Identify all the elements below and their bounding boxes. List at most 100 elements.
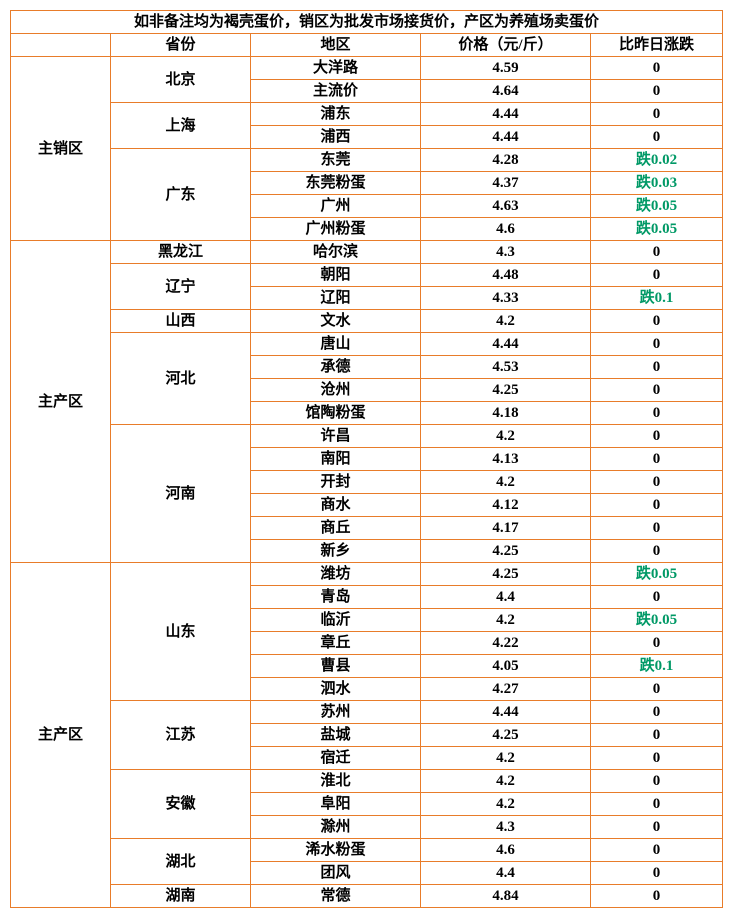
header-change: 比昨日涨跌 [591, 34, 723, 57]
province-cell: 湖南 [111, 885, 251, 908]
change-cell: 跌0.03 [591, 172, 723, 195]
change-cell: 跌0.05 [591, 563, 723, 586]
change-cell: 0 [591, 816, 723, 839]
price-cell: 4.3 [421, 241, 591, 264]
price-cell: 4.12 [421, 494, 591, 517]
province-cell: 河北 [111, 333, 251, 425]
change-cell: 0 [591, 494, 723, 517]
price-cell: 4.2 [421, 770, 591, 793]
change-cell: 0 [591, 724, 723, 747]
price-cell: 4.2 [421, 471, 591, 494]
region-cell: 宿迁 [251, 747, 421, 770]
change-cell: 0 [591, 471, 723, 494]
region-cell: 馆陶粉蛋 [251, 402, 421, 425]
table-row: 辽宁朝阳4.480 [11, 264, 723, 287]
price-cell: 4.63 [421, 195, 591, 218]
price-cell: 4.6 [421, 839, 591, 862]
region-cell: 浦东 [251, 103, 421, 126]
region-cell: 潍坊 [251, 563, 421, 586]
region-cell: 商水 [251, 494, 421, 517]
price-cell: 4.28 [421, 149, 591, 172]
region-cell: 文水 [251, 310, 421, 333]
province-cell: 江苏 [111, 701, 251, 770]
change-cell: 跌0.1 [591, 655, 723, 678]
change-cell: 0 [591, 310, 723, 333]
region-cell: 大洋路 [251, 57, 421, 80]
price-cell: 4.2 [421, 609, 591, 632]
change-cell: 0 [591, 241, 723, 264]
price-cell: 4.4 [421, 862, 591, 885]
change-cell: 0 [591, 448, 723, 471]
change-cell: 0 [591, 80, 723, 103]
zone-cell: 主销区 [11, 57, 111, 241]
change-cell: 0 [591, 701, 723, 724]
table-row: 江苏苏州4.440 [11, 701, 723, 724]
region-cell: 许昌 [251, 425, 421, 448]
change-cell: 0 [591, 862, 723, 885]
price-cell: 4.27 [421, 678, 591, 701]
change-cell: 0 [591, 747, 723, 770]
region-cell: 广州粉蛋 [251, 218, 421, 241]
region-cell: 淮北 [251, 770, 421, 793]
province-cell: 辽宁 [111, 264, 251, 310]
price-cell: 4.05 [421, 655, 591, 678]
price-cell: 4.44 [421, 701, 591, 724]
table-row: 上海浦东4.440 [11, 103, 723, 126]
zone-cell: 主产区 [11, 241, 111, 563]
price-cell: 4.22 [421, 632, 591, 655]
region-cell: 章丘 [251, 632, 421, 655]
change-cell: 0 [591, 57, 723, 80]
change-cell: 0 [591, 540, 723, 563]
province-cell: 安徽 [111, 770, 251, 839]
province-cell: 河南 [111, 425, 251, 563]
egg-price-table: 如非备注均为褐壳蛋价，销区为批发市场接货价，产区为养殖场卖蛋价省份地区价格（元/… [10, 10, 723, 908]
region-cell: 哈尔滨 [251, 241, 421, 264]
price-cell: 4.44 [421, 126, 591, 149]
region-cell: 团风 [251, 862, 421, 885]
change-cell: 0 [591, 678, 723, 701]
price-cell: 4.25 [421, 724, 591, 747]
change-cell: 跌0.05 [591, 609, 723, 632]
price-cell: 4.3 [421, 816, 591, 839]
region-cell: 常德 [251, 885, 421, 908]
header-province: 省份 [111, 34, 251, 57]
region-cell: 承德 [251, 356, 421, 379]
change-cell: 0 [591, 839, 723, 862]
price-cell: 4.6 [421, 218, 591, 241]
region-cell: 曹县 [251, 655, 421, 678]
change-cell: 跌0.1 [591, 287, 723, 310]
zone-cell: 主产区 [11, 563, 111, 908]
header-zone [11, 34, 111, 57]
price-cell: 4.59 [421, 57, 591, 80]
table-row: 山西文水4.20 [11, 310, 723, 333]
region-cell: 唐山 [251, 333, 421, 356]
province-cell: 广东 [111, 149, 251, 241]
price-cell: 4.2 [421, 425, 591, 448]
region-cell: 新乡 [251, 540, 421, 563]
price-cell: 4.33 [421, 287, 591, 310]
region-cell: 临沂 [251, 609, 421, 632]
change-cell: 0 [591, 126, 723, 149]
price-cell: 4.13 [421, 448, 591, 471]
price-cell: 4.84 [421, 885, 591, 908]
price-cell: 4.4 [421, 586, 591, 609]
table-row: 河南许昌4.20 [11, 425, 723, 448]
province-cell: 山西 [111, 310, 251, 333]
region-cell: 东莞粉蛋 [251, 172, 421, 195]
table-row: 湖北浠水粉蛋4.60 [11, 839, 723, 862]
province-cell: 山东 [111, 563, 251, 701]
change-cell: 0 [591, 356, 723, 379]
change-cell: 0 [591, 586, 723, 609]
price-cell: 4.64 [421, 80, 591, 103]
price-cell: 4.2 [421, 793, 591, 816]
price-cell: 4.2 [421, 747, 591, 770]
change-cell: 0 [591, 517, 723, 540]
table-row: 河北唐山4.440 [11, 333, 723, 356]
region-cell: 沧州 [251, 379, 421, 402]
change-cell: 0 [591, 264, 723, 287]
price-cell: 4.44 [421, 333, 591, 356]
change-cell: 0 [591, 425, 723, 448]
province-cell: 湖北 [111, 839, 251, 885]
region-cell: 盐城 [251, 724, 421, 747]
header-price: 价格（元/斤） [421, 34, 591, 57]
